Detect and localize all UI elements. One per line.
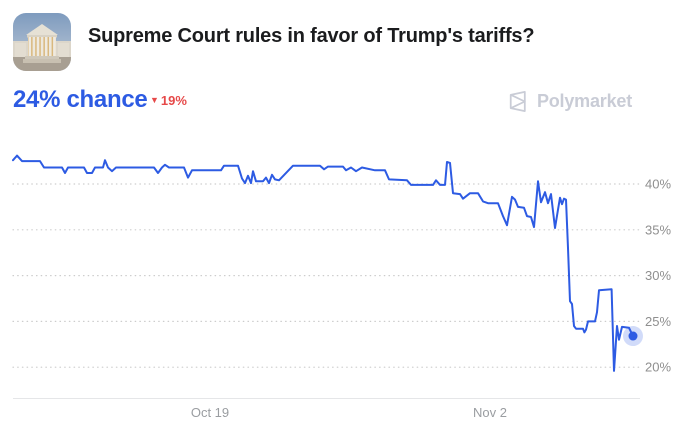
- down-arrow-icon: ▼: [150, 95, 159, 105]
- price-line: [12, 154, 634, 372]
- y-axis-label-30%: 30%: [645, 268, 671, 283]
- y-axis-label-40%: 40%: [645, 177, 671, 192]
- change-badge: ▼ 19%: [150, 93, 187, 108]
- price-chart[interactable]: 40% 35% 30% 25% 20% Oct 19 Nov 2: [0, 128, 679, 428]
- y-axis-label-25%: 25%: [645, 314, 671, 329]
- last-price-dot: [628, 331, 638, 341]
- supreme-court-image: [13, 13, 71, 71]
- x-axis-label-Nov-2: Nov 2: [473, 405, 507, 420]
- polymarket-logo[interactable]: Polymarket: [505, 89, 632, 114]
- y-axis-label-20%: 20%: [645, 360, 671, 375]
- polymarket-logo-icon: [509, 91, 526, 112]
- change-percent: 19%: [160, 93, 187, 108]
- y-axis-label-35%: 35%: [645, 222, 671, 237]
- price-chart-canvas[interactable]: 40% 35% 30% 25% 20% Oct 19 Nov 2: [0, 128, 679, 436]
- x-axis-label-Oct-19: Oct 19: [191, 405, 229, 420]
- market-title: Supreme Court rules in favor of Trump's …: [88, 25, 535, 47]
- polymarket-logo-text: Polymarket: [536, 91, 632, 111]
- stats-row: 24% chance ▼ 19% Polymarket: [13, 86, 666, 116]
- market-icon: [13, 13, 71, 71]
- chance-value: 24% chance: [13, 86, 148, 113]
